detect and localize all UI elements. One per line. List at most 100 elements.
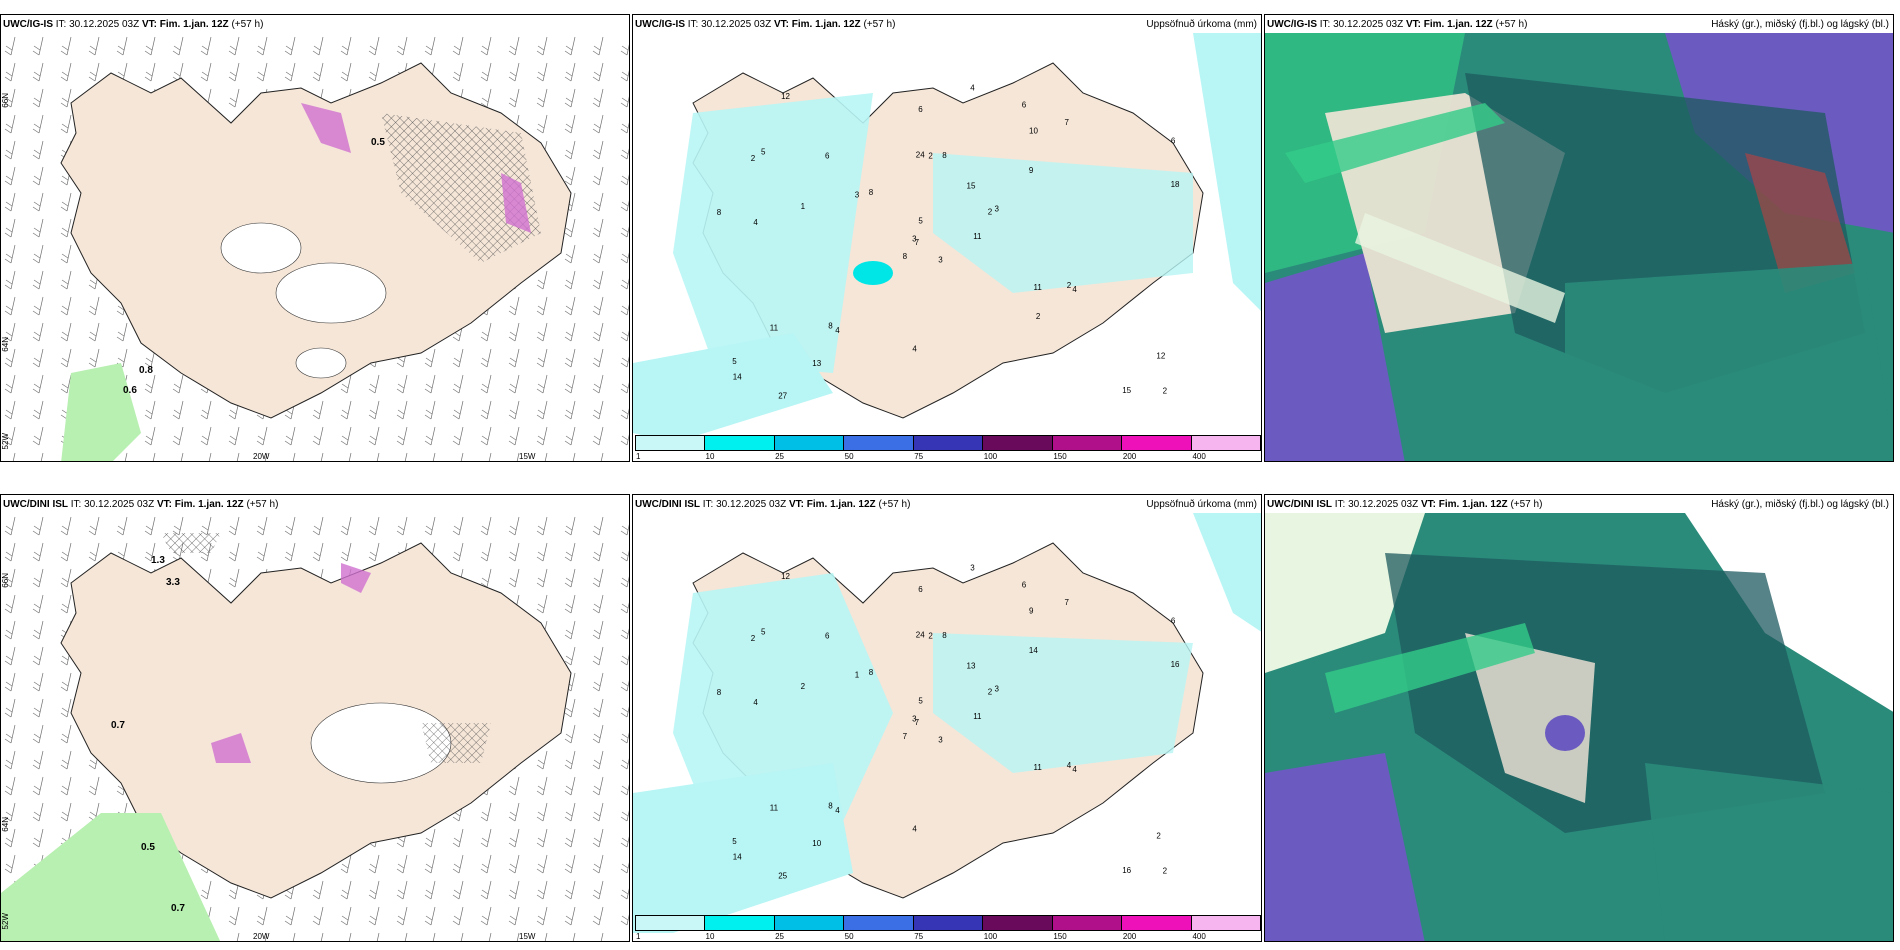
precip-value: 2 [1163,386,1168,395]
precip-map: 3275246810111224689272415118141323456811… [633,33,1261,443]
colorbar-segment [1191,436,1260,450]
colorbar [635,915,1261,931]
colorbar-tick: 1 [636,932,641,941]
colorbar-tick: 100 [983,452,998,461]
precip-value: 9 [1029,607,1034,616]
precip-value: 2 [1163,866,1168,875]
precip-value: 7 [1065,118,1070,127]
panel-title: UWC/DINI ISL IT: 30.12.2025 03Z VT: Fim.… [3,499,279,510]
precip-value: 8 [903,252,908,261]
lat-label: 52W [1,913,10,930]
precip-value: 2 [1067,281,1072,290]
colorbar-segment [1052,916,1123,930]
colorbar-segment [1122,436,1192,450]
colorbar-tick: 25 [775,452,785,461]
colorbar-segment [705,436,775,450]
precip-value: 4 [912,824,917,833]
precip-value: 2 [928,152,933,161]
lon-label: 15W [519,932,536,941]
colorbar-segment [1122,916,1192,930]
precip-value: 2 [751,154,756,163]
precip-value: 6 [1171,137,1176,146]
precip-value: 14 [1029,646,1038,655]
colorbar-tick: 10 [705,452,715,461]
precip-value: 4 [835,806,840,815]
precip-value: 2 [751,634,756,643]
panel-clouds-igis: UWC/IG-IS IT: 30.12.2025 03Z VT: Fim. 1.… [1264,14,1894,462]
colorbar-tick: 400 [1192,932,1206,941]
lon-label: 20W [253,932,270,941]
precip-value: 6 [1022,581,1027,590]
panel-clouds-dini: UWC/DINI ISL IT: 30.12.2025 03Z VT: Fim.… [1264,494,1894,942]
precip-value: 3 [995,685,1000,694]
precip-value: 24 [916,630,925,639]
precip-value: 10 [812,839,821,848]
panel-wind-snow-igis: UWC/IG-IS IT: 30.12.2025 03Z VT: Fim. 1.… [0,14,630,462]
colorbar-segment [705,916,775,930]
precip-value: 3 [938,736,943,745]
precip-value: 12 [781,92,790,101]
colorbar-tick: 75 [914,452,924,461]
value-label: 0.8 [139,365,153,376]
precip-value: 8 [717,688,722,697]
precip-value: 3 [912,715,917,724]
precip-value: 2 [988,208,993,217]
precip-value: 3 [938,256,943,265]
panel-variable-title: Uppsöfnuð úrkoma (mm) [1146,19,1257,30]
panel-title: UWC/DINI ISL IT: 30.12.2025 03Z VT: Fim.… [1267,499,1543,510]
precip-value: 8 [869,668,874,677]
precip-value: 6 [918,585,923,594]
precip-value: 5 [732,357,737,366]
precip-value: 16 [1171,660,1180,669]
precip-value: 3 [855,190,860,199]
colorbar-tick: 75 [914,932,924,941]
precip-value: 18 [1171,180,1180,189]
value-label: 0.7 [111,720,125,731]
precip-value: 15 [967,182,976,191]
colorbar-segment [636,916,706,930]
panel-title: UWC/DINI ISL IT: 30.12.2025 03Z VT: Fim.… [635,499,911,510]
precip-value: 8 [828,321,833,330]
precip-values: 3275246810111224689272415118141323456811… [717,84,1180,401]
precip-value: 11 [770,323,779,332]
colorbar-tick: 200 [1122,932,1137,941]
precip-value: 6 [825,632,830,641]
colorbar-tick: 10 [705,932,715,941]
panel-wind-snow-dini: UWC/DINI ISL IT: 30.12.2025 03Z VT: Fim.… [0,494,630,942]
precip-value: 11 [1034,283,1043,292]
colorbar [635,435,1261,451]
precip-value: 15 [1122,386,1131,395]
precip-value: 6 [918,105,923,114]
colorbar-segment [1191,916,1260,930]
precip-value: 4 [970,84,975,93]
panel-precip-igis: UWC/IG-IS IT: 30.12.2025 03Z VT: Fim. 1.… [632,14,1262,462]
colorbar-segment [844,436,914,450]
precip-value: 5 [918,217,923,226]
precip-value: 14 [733,372,742,381]
panel-title: UWC/IG-IS IT: 30.12.2025 03Z VT: Fim. 1.… [635,19,896,30]
precip-value: 8 [717,208,722,217]
precip-value: 7 [1065,598,1070,607]
precip-value: 2 [1036,312,1041,321]
precip-value: 1 [855,670,860,679]
value-label: 0.5 [141,842,155,853]
precip-value: 5 [761,628,766,637]
precip-value: 6 [825,152,830,161]
cloud-map [1265,33,1893,461]
precip-value: 2 [928,632,933,641]
precip-value: 3 [912,235,917,244]
precip-value: 4 [1072,285,1077,294]
colorbar-segment [913,436,984,450]
precip-value: 11 [1034,763,1043,772]
precip-value: 5 [761,148,766,157]
colorbar-segment [1052,436,1123,450]
precip-value: 1 [801,202,806,211]
colorbar-tick: 150 [1053,452,1067,461]
panel-precip-dini: UWC/DINI ISL IT: 30.12.2025 03Z VT: Fim.… [632,494,1262,942]
precip-value: 3 [970,564,975,573]
lon-label: 15W [519,452,536,461]
precip-value: 24 [916,150,925,159]
precip-value: 7 [915,238,920,247]
value-label: 1.3 [151,555,165,566]
lat-label: 66N [1,93,10,108]
